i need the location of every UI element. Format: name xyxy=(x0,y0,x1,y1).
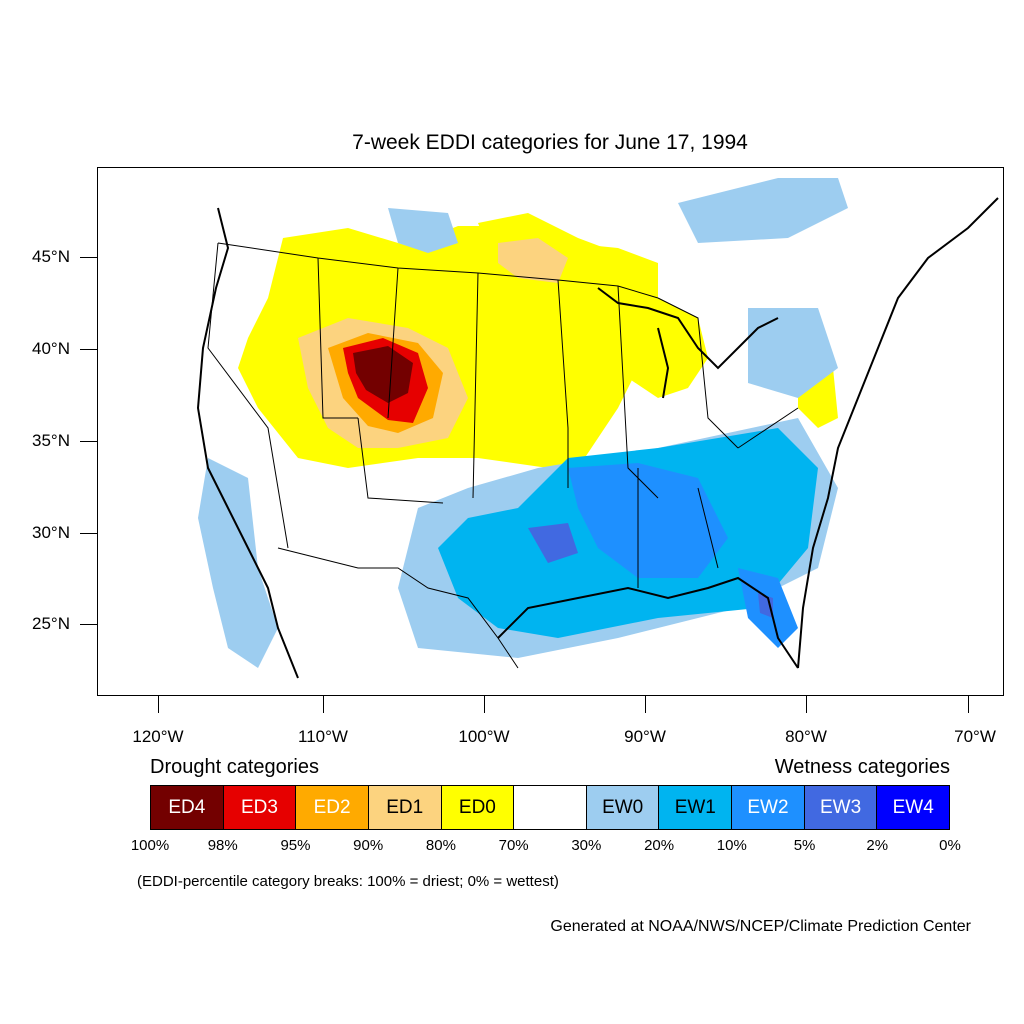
lon-label-110: 110°W xyxy=(298,727,348,746)
ew0-region-pacific xyxy=(198,458,278,668)
legend-box-ed2: ED2 xyxy=(296,786,369,829)
map-title: 7-week EDDI categories for June 17, 1994 xyxy=(352,131,748,154)
category-note: (EDDI-percentile category breaks: 100% =… xyxy=(137,873,559,890)
percent-break-label: 70% xyxy=(498,837,529,854)
ew0-region-canada-east xyxy=(678,178,848,243)
lat-label-45: 45°N xyxy=(32,247,70,266)
lon-tick-90 xyxy=(645,696,646,713)
lat-tick-35 xyxy=(80,441,97,442)
lat-tick-25 xyxy=(80,624,97,625)
lat-label-30: 30°N xyxy=(32,523,70,542)
lon-tick-100 xyxy=(484,696,485,713)
lon-label-70: 70°W xyxy=(954,727,996,746)
percent-break-label: 95% xyxy=(280,837,311,854)
lat-tick-40 xyxy=(80,349,97,350)
percent-break-label: 100% xyxy=(130,837,170,854)
state-lines-west xyxy=(207,242,569,549)
percent-break-label: 30% xyxy=(571,837,602,854)
credit-line: Generated at NOAA/NWS/NCEP/Climate Predi… xyxy=(550,918,971,935)
boundaries xyxy=(207,242,799,669)
legend-box-ew2: EW2 xyxy=(732,786,805,829)
percent-break-label: 5% xyxy=(793,837,816,854)
eddi-map xyxy=(196,178,999,679)
ew3-region-texas xyxy=(528,523,578,563)
lat-tick-45 xyxy=(80,257,97,258)
percent-break-label: 90% xyxy=(353,837,384,854)
legend-box-ed3: ED3 xyxy=(223,786,297,829)
lat-label-40: 40°N xyxy=(32,339,70,358)
lon-label-80: 80°W xyxy=(785,727,827,746)
coastlines xyxy=(196,197,999,679)
lat-tick-30 xyxy=(80,533,97,534)
ed4-region-wyoming xyxy=(353,346,413,403)
lon-tick-110 xyxy=(323,696,324,713)
pacific-coastline xyxy=(196,207,299,679)
ew0-region-northeast xyxy=(748,308,838,398)
percent-break-label: 80% xyxy=(425,837,456,854)
percent-break-label: 2% xyxy=(866,837,889,854)
legend-box-ed4: ED4 xyxy=(151,786,224,829)
percent-break-label: 10% xyxy=(716,837,747,854)
lat-label-25: 25°N xyxy=(32,614,70,633)
lake-michigan xyxy=(657,327,670,399)
gulf-coastline xyxy=(497,576,799,669)
lon-label-100: 100°W xyxy=(458,727,510,746)
legend-box-ew4: EW4 xyxy=(877,786,950,829)
atlantic-coastline xyxy=(797,197,999,669)
great-lakes-shoreline xyxy=(597,287,779,370)
percent-break-label: 0% xyxy=(939,837,961,854)
legend-box-ew0: EW0 xyxy=(586,786,660,829)
legend-box-ed1: ED1 xyxy=(368,786,442,829)
map-frame xyxy=(97,167,1004,696)
legend-box-ew1: EW1 xyxy=(659,786,733,829)
lon-label-90: 90°W xyxy=(624,727,666,746)
ew2-region-gulf xyxy=(568,463,728,578)
legend-colorbar: ED4 ED3 ED2 ED1 ED0 EW0 EW1 EW2 EW3 EW4 xyxy=(150,785,950,830)
legend-box-neutral xyxy=(514,786,587,829)
percent-break-label: 98% xyxy=(207,837,238,854)
legend-box-ew3: EW3 xyxy=(804,786,878,829)
lon-tick-70 xyxy=(968,696,969,713)
lon-tick-120 xyxy=(158,696,159,713)
eddi-field xyxy=(198,178,848,668)
ed1-region-dakotas xyxy=(498,238,568,283)
ew0-region-north-lake xyxy=(388,208,458,253)
wetness-categories-heading: Wetness categories xyxy=(774,756,950,778)
lon-label-120: 120°W xyxy=(132,727,184,746)
state-lines-east xyxy=(617,285,799,588)
lon-tick-80 xyxy=(806,696,807,713)
lat-label-35: 35°N xyxy=(32,431,70,450)
drought-categories-heading: Drought categories xyxy=(150,756,319,778)
legend-box-ed0: ED0 xyxy=(441,786,515,829)
percent-break-label: 20% xyxy=(644,837,675,854)
